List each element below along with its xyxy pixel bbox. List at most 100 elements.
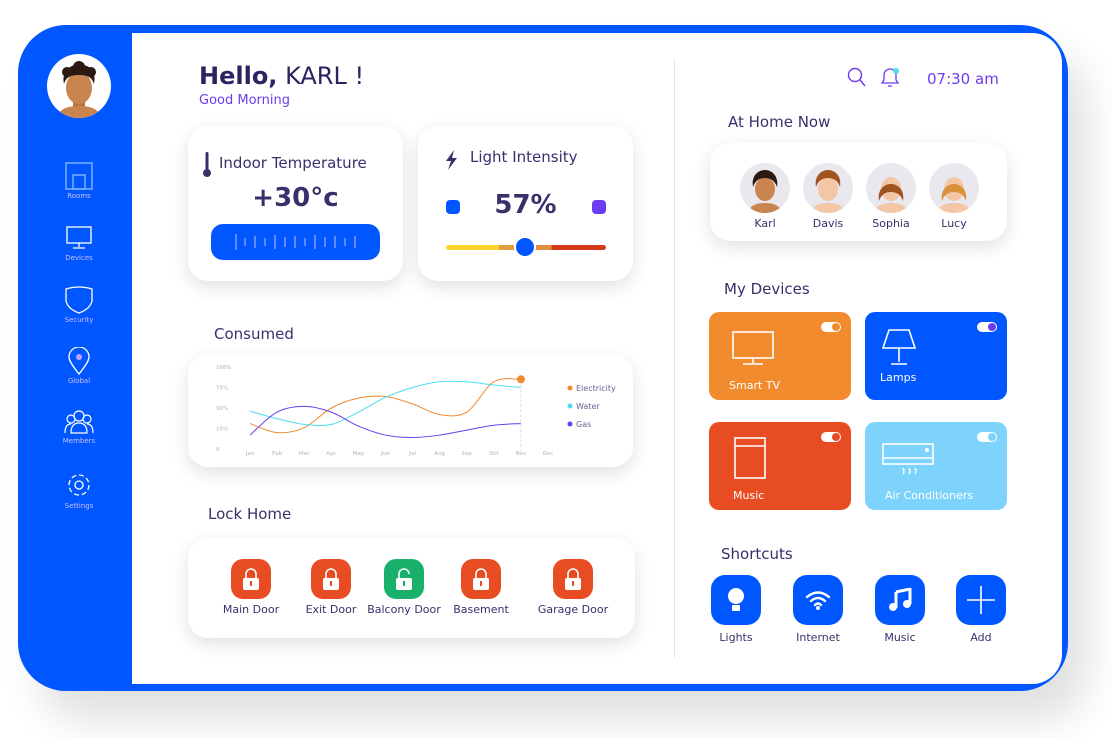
gear-icon — [68, 474, 90, 496]
smart-tv-toggle[interactable] — [821, 322, 841, 332]
temperature-scale-ticks — [235, 234, 356, 250]
air-conditioners-toggle[interactable] — [977, 432, 997, 442]
monitor-icon — [66, 226, 92, 249]
clock-time: 07:30 am — [927, 70, 999, 88]
lock-label: Balcony Door — [367, 603, 441, 616]
lock-home-title: Lock Home — [208, 505, 292, 523]
shortcut-music[interactable]: Music — [870, 575, 930, 644]
lock-label: Basement — [453, 603, 509, 616]
padlock-locked-icon — [565, 568, 581, 590]
lock-label: Exit Door — [305, 603, 357, 616]
series-line-gas — [249, 405, 521, 439]
light-decrease-button[interactable] — [446, 200, 460, 214]
lamp-icon — [881, 329, 917, 365]
person-lucy[interactable]: Lucy — [926, 163, 982, 230]
shortcut-label: Lights — [719, 631, 753, 644]
legend-marker-gas — [567, 421, 573, 427]
y-tick-label: 0 — [216, 447, 220, 453]
members-icon — [64, 410, 94, 434]
person-davis[interactable]: Davis — [800, 163, 856, 230]
nav-label: Global — [67, 377, 91, 385]
y-tick-label: 75% — [216, 386, 228, 392]
nav-label: Members — [62, 437, 96, 445]
padlock-locked-icon — [243, 568, 259, 590]
music-toggle[interactable] — [821, 432, 841, 442]
nav-label: Devices — [65, 254, 93, 262]
nav-label: Settings — [64, 502, 94, 510]
lock-basement[interactable]: Basement — [441, 559, 521, 616]
person-name: Lucy — [941, 217, 967, 230]
music-note-icon — [889, 588, 912, 611]
shortcut-internet[interactable]: Internet — [788, 575, 848, 644]
location-pin-icon — [68, 347, 90, 375]
padlock-unlocked-icon — [396, 568, 412, 590]
bell-icon[interactable] — [878, 66, 902, 90]
shortcut-lights[interactable]: Lights — [706, 575, 766, 644]
greeting-hello: Hello, — [199, 62, 278, 90]
light-title: Light Intensity — [470, 148, 578, 166]
rooms-icon — [65, 162, 93, 190]
x-tick-label: May — [353, 451, 365, 457]
person-avatar — [929, 163, 979, 213]
greeting-subtitle: Good Morning — [199, 93, 290, 108]
device-smart-tv[interactable]: Smart TV — [709, 312, 851, 400]
device-lamps[interactable]: Lamps — [865, 312, 1007, 400]
data-point-electricity — [516, 375, 525, 384]
lock-exit-door[interactable]: Exit Door — [291, 559, 371, 616]
light-slider-handle[interactable] — [514, 236, 536, 258]
sidebar-item-rooms[interactable]: Rooms — [50, 162, 108, 200]
sidebar-item-members[interactable]: Members — [50, 409, 108, 445]
x-tick-label: Aug — [434, 451, 445, 457]
legend-marker-water — [567, 403, 573, 409]
sidebar-item-security[interactable]: Security — [50, 286, 108, 324]
temperature-value: +30°c — [252, 183, 339, 213]
consumption-chart-card: 0 25% 50% 75% 100% Jan Feb Mar Apr May Jun Jul Aug Se… — [188, 355, 633, 467]
user-avatar[interactable] — [47, 54, 111, 118]
light-intensity-card: Light Intensity 57% — [418, 126, 633, 281]
y-tick-label: 100% — [216, 365, 231, 371]
shortcut-add[interactable]: Add — [951, 575, 1011, 644]
wifi-icon — [805, 591, 831, 610]
legend-marker-electricity — [567, 385, 573, 391]
device-music[interactable]: Music — [709, 422, 851, 510]
greeting: Hello, KARL ! — [199, 62, 364, 90]
lock-label: Main Door — [222, 603, 280, 616]
shortcut-label: Music — [884, 631, 916, 644]
legend-label: Gas — [576, 420, 591, 429]
person-karl[interactable]: Karl — [737, 163, 793, 230]
lock-main-door[interactable]: Main Door — [211, 559, 291, 616]
divider — [674, 58, 675, 658]
temperature-slider[interactable] — [211, 224, 380, 260]
x-tick-label: Dec — [543, 451, 554, 457]
device-label: Smart TV — [729, 379, 781, 392]
x-tick-label: Jul — [408, 451, 416, 457]
y-tick-label: 25% — [216, 427, 228, 433]
series-line-electricity — [249, 378, 521, 434]
device-label: Music — [733, 489, 765, 502]
lamps-toggle[interactable] — [977, 322, 997, 332]
search-icon[interactable] — [847, 67, 867, 89]
lock-label: Garage Door — [537, 603, 609, 616]
person-avatar — [740, 163, 790, 213]
air-conditioner-icon — [882, 443, 934, 475]
at-home-card: Karl Davis Sophia Lucy — [710, 143, 1007, 241]
lock-balcony-door[interactable]: Balcony Door — [364, 559, 444, 616]
shield-icon — [65, 286, 93, 314]
person-avatar — [803, 163, 853, 213]
user-name: KARL ! — [285, 62, 365, 90]
sidebar-item-global[interactable]: Global — [50, 347, 108, 385]
consumed-title: Consumed — [214, 325, 294, 343]
person-sophia[interactable]: Sophia — [863, 163, 919, 230]
speaker-icon — [734, 437, 766, 479]
sidebar-item-devices[interactable]: Devices — [50, 226, 108, 262]
sidebar-item-settings[interactable]: Settings — [50, 470, 108, 510]
temperature-card: Indoor Temperature +30°c — [188, 126, 403, 281]
thermometer-icon — [203, 152, 211, 177]
x-tick-label: Sep — [461, 451, 472, 457]
nav-label: Security — [64, 316, 94, 324]
x-tick-label: Oct — [489, 451, 499, 457]
light-increase-button[interactable] — [592, 200, 606, 214]
x-tick-label: Apr — [326, 451, 336, 457]
lock-garage-door[interactable]: Garage Door — [533, 559, 613, 616]
device-air-conditioners[interactable]: Air Conditioners — [865, 422, 1007, 510]
